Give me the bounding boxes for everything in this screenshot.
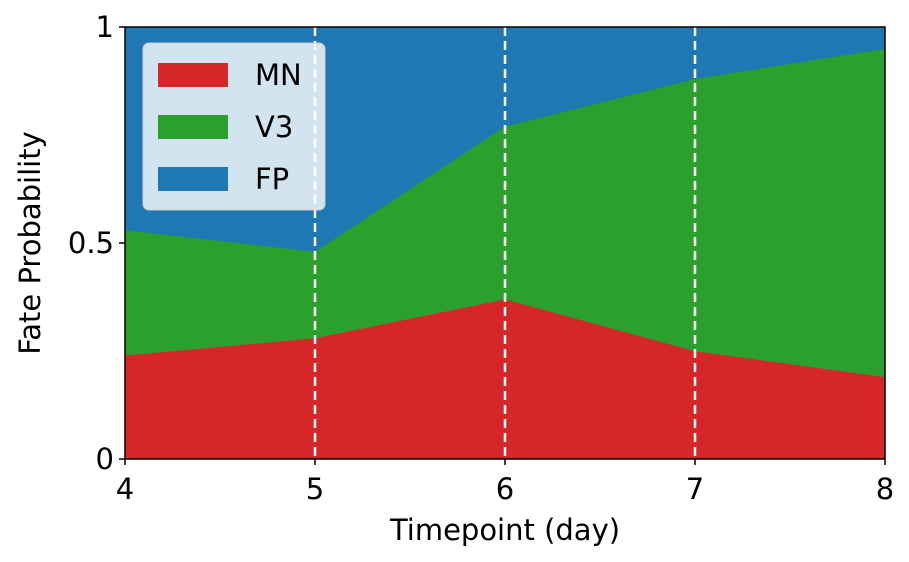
legend-swatch-mn — [158, 63, 228, 87]
legend-label-mn: MN — [255, 58, 302, 92]
legend: MN V3 FP — [142, 42, 326, 211]
x-axis-label: Timepoint (day) — [389, 513, 620, 547]
legend-label-fp: FP — [255, 162, 289, 196]
legend-swatch-v3 — [158, 115, 228, 139]
x-tick-label: 6 — [496, 472, 514, 506]
y-axis-ticks: 00.51 — [68, 10, 125, 476]
x-tick-label: 5 — [306, 472, 324, 506]
x-tick-label: 7 — [686, 472, 704, 506]
y-tick-label: 0.5 — [68, 226, 114, 260]
legend-label-v3: V3 — [255, 110, 293, 144]
y-axis-label: Fate Probability — [13, 131, 47, 355]
y-tick-label: 0 — [96, 442, 114, 476]
legend-swatch-fp — [158, 167, 228, 191]
y-tick-label: 1 — [96, 10, 114, 44]
x-axis-ticks: 4 5 6 7 8 — [116, 459, 894, 506]
x-tick-label: 8 — [876, 472, 894, 506]
x-tick-label: 4 — [116, 472, 134, 506]
